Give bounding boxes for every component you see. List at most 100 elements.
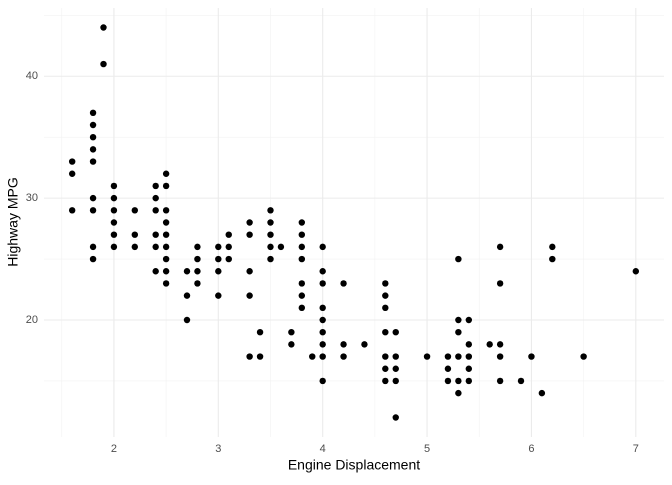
point [392,365,399,372]
point [225,243,232,251]
point [288,328,295,336]
point [89,109,97,117]
point [89,146,97,153]
point [392,328,399,336]
point [319,328,326,336]
point [162,207,170,214]
x-tick-label: 7 [633,443,639,455]
point [215,243,222,251]
point [517,377,525,385]
point [455,255,462,263]
point [256,353,264,360]
point [298,231,306,238]
point [277,243,285,251]
point [319,353,326,360]
point [267,255,274,263]
point [267,243,274,251]
point [215,255,222,263]
point [361,341,368,348]
point [225,255,232,263]
point [246,268,253,275]
point [392,377,399,385]
point [455,389,462,397]
point [298,280,306,287]
point [246,219,253,226]
x-tick-label: 4 [320,443,326,455]
point [256,328,264,336]
point [319,304,326,312]
point [455,353,462,360]
point [267,207,274,214]
point [496,280,504,287]
point [496,341,504,348]
point [89,194,97,202]
point [68,158,76,165]
point [162,231,170,238]
point [382,280,389,287]
point [89,121,97,129]
point [496,243,504,251]
point [215,292,222,299]
point [632,268,640,275]
point [152,231,159,238]
point [162,219,170,226]
point [110,194,118,202]
point [89,243,97,251]
point [194,243,201,251]
point [465,353,473,360]
point [183,292,191,299]
point [319,316,326,324]
points [68,24,640,421]
point [246,353,253,360]
point [110,231,118,238]
point [152,182,159,190]
x-tick-label: 2 [111,443,117,455]
point [152,268,159,275]
point [340,353,347,360]
point [382,328,389,336]
point [444,365,452,372]
point [382,353,389,360]
point [246,231,253,238]
point [89,207,97,214]
point [298,255,306,263]
point [465,316,473,324]
x-tick-label: 6 [528,443,534,455]
point [538,389,546,397]
point [162,268,170,275]
point [183,268,191,275]
point [496,353,504,360]
point [465,377,473,385]
point [392,353,399,360]
point [382,377,389,385]
point [465,341,473,348]
y-tick-label: 40 [26,70,38,82]
point [340,341,347,348]
point [110,243,118,251]
point [267,231,274,238]
point [110,182,118,190]
point [152,243,159,251]
point [382,292,389,299]
point [298,304,306,312]
point [340,280,347,287]
point [455,328,462,336]
point [225,231,232,238]
point [162,280,170,287]
point [89,133,97,141]
x-tick-label: 3 [215,443,221,455]
point [319,341,326,348]
point [528,353,535,360]
point [152,194,159,202]
point [131,207,139,214]
point [194,280,201,287]
point [162,182,170,190]
point [110,219,118,226]
point [131,231,139,238]
point [100,24,107,31]
point [194,255,201,263]
point [319,377,326,385]
point [68,207,76,214]
point [288,341,295,348]
